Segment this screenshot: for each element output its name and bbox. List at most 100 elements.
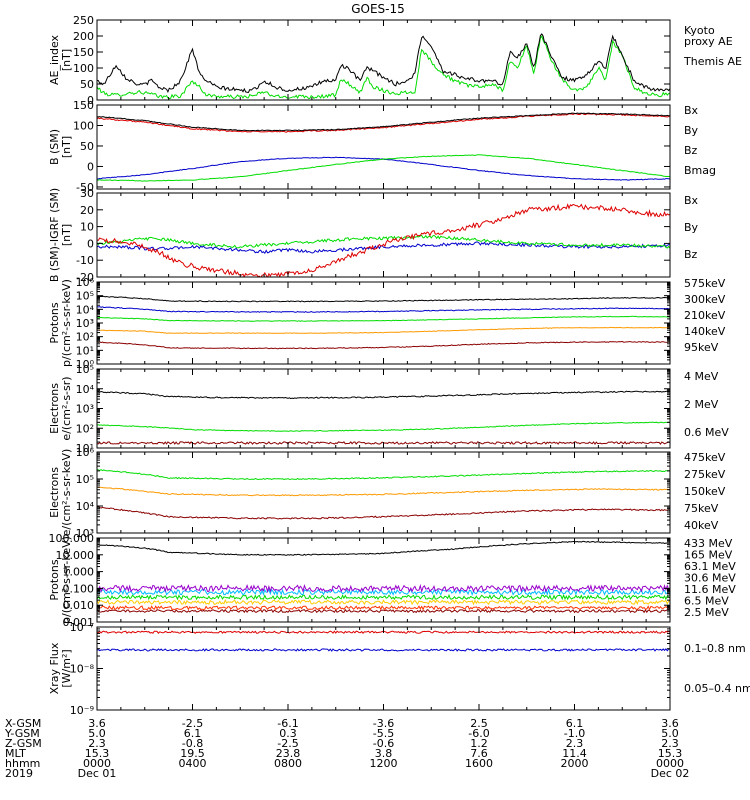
series-150kev-line <box>97 469 670 481</box>
y-tick-label: 250 <box>73 14 94 27</box>
panel-frame <box>96 104 671 190</box>
series-themis-ae-line <box>97 33 670 94</box>
y-tick-label: 10⁵ <box>76 363 94 376</box>
x-axis-value: 3.8 <box>375 747 393 760</box>
x-axis-value: 5.0 <box>661 727 679 740</box>
y-tick-label: 50 <box>80 78 94 91</box>
x-axis-value: 11.4 <box>562 747 587 760</box>
x-axis-table: X-GSMY-GSMZ-GSMMLThhmm20193.65.02.315.30… <box>4 717 689 780</box>
y-tick-label: 10³ <box>76 403 94 416</box>
x-axis-value: 2.3 <box>88 737 106 750</box>
x-axis-value: -1.0 <box>564 727 585 740</box>
legend-bz: Bz <box>684 248 698 261</box>
legend-2-5-mev: 2.5 MeV <box>684 606 729 619</box>
x-axis-value: 15.3 <box>85 747 110 760</box>
y-axis-label-line: [nT] <box>60 224 73 246</box>
series-bmag-line <box>97 112 670 132</box>
y-tick-label: -20 <box>76 271 94 284</box>
y-tick-label: 10 <box>80 221 94 234</box>
y-axis-label: B (SM)[nT] <box>48 129 73 165</box>
legend-140kev: 140keV <box>684 325 726 338</box>
series-30-6-mev-line <box>97 593 670 601</box>
y-tick-label: 150 <box>73 46 94 59</box>
legend-575kev: 575keV <box>684 277 726 290</box>
series-kyoto-proxy-ae-line <box>97 35 670 100</box>
panel-frame <box>96 451 671 534</box>
series-by-line <box>97 154 670 182</box>
legend-11-6-mev: 11.6 MeV <box>684 583 736 596</box>
y-tick-label: 150 <box>73 99 94 112</box>
series-300kev-line <box>97 326 670 334</box>
y-axis-label-line: e/(cm²-s-sr) <box>60 376 73 440</box>
y-axis-label: AE_index[nT] <box>48 34 73 85</box>
legend-kyoto-proxy-ae: Kyoto <box>684 24 715 37</box>
y-tick-label: 10⁵ <box>76 473 94 486</box>
y-tick-label: 10² <box>76 331 94 344</box>
legend-by: By <box>684 124 699 137</box>
panel-frame <box>96 537 671 623</box>
x-axis-value: -6.1 <box>277 717 298 730</box>
panel-frame <box>96 368 671 449</box>
legend-bz: Bz <box>684 144 698 157</box>
y-tick-label: 1.000 <box>63 566 95 579</box>
y-tick-label: 10⁴ <box>76 383 95 396</box>
series-group <box>97 33 670 100</box>
y-tick-label: 100.000 <box>49 532 95 545</box>
y-axis-label-line: p/(cm²-s-sr-keV) <box>60 536 73 624</box>
panel-7: 0.0010.0100.1001.00010.000100.000Protons… <box>48 532 736 629</box>
legend-bx: Bx <box>684 104 699 117</box>
legend-bx: Bx <box>684 194 699 207</box>
y-tick-label: 0.001 <box>63 616 95 629</box>
x-axis-value: 7.6 <box>470 747 488 760</box>
legend-165-mev: 165 MeV <box>684 549 733 562</box>
x-axis-value: -5.5 <box>373 727 394 740</box>
y-axis-label: Electronse/(cm²-s-sr-keV) <box>48 449 73 537</box>
x-axis-value: 5.0 <box>88 727 106 740</box>
y-tick-label: 100 <box>73 62 94 75</box>
y-tick-label: 10² <box>76 422 94 435</box>
panel-2: -50 0 50 100 150 B (SM)[nT] Bx By Bz Bmag <box>48 99 716 194</box>
legend-by: By <box>684 221 699 234</box>
x-axis-value: 23.8 <box>276 747 301 760</box>
y-tick-label: 10⁻⁷ <box>70 621 94 634</box>
x-axis-value: 2.3 <box>661 737 679 750</box>
x-axis-value: -0.6 <box>373 737 394 750</box>
x-axis-value: -3.6 <box>373 717 394 730</box>
legend-0-1-0-8-nm: 0.1–0.8 nm <box>684 642 746 655</box>
y-axis-label-line: Protons <box>48 302 61 343</box>
panel-8: 10⁻⁹ 10⁻⁸ 10⁻⁷ Xray Flux[W/m²] 0.1–0.8 nm 0.0… <box>48 621 750 717</box>
y-tick-label: 10³ <box>76 527 94 540</box>
y-axis-label-line: AE_index <box>48 34 61 85</box>
y-tick-label: 10⁰ <box>76 358 95 371</box>
y-axis-label-line: B (SM) <box>48 129 61 165</box>
series-165-mev-line <box>97 605 670 611</box>
series-group <box>97 469 670 520</box>
legend-40kev: 40keV <box>684 519 719 532</box>
y-axis-label-line: Electrons <box>48 467 61 518</box>
series-group <box>97 203 670 277</box>
x-axis-value: 2.5 <box>470 717 488 730</box>
x-axis-value: 19.5 <box>180 747 205 760</box>
x-axis-row-label: MLT <box>5 747 26 760</box>
y-tick-label: 10⁶ <box>76 276 95 289</box>
x-axis-value: Dec 02 <box>651 767 690 780</box>
y-axis-label-line: [nT] <box>60 49 73 71</box>
series-bx-line <box>97 156 670 181</box>
legend-275kev: 275keV <box>684 468 726 481</box>
y-tick-label: 0 <box>87 160 94 173</box>
series-by-line <box>97 234 670 249</box>
y-axis-label: B (SM)-IGRF (SM)[nT] <box>48 188 73 282</box>
y-tick-label: 0 <box>87 237 94 250</box>
y-axis-label-line: B (SM)-IGRF (SM) <box>48 188 61 282</box>
y-tick-label: 0 <box>87 94 94 107</box>
y-tick-label: 0.010 <box>63 599 95 612</box>
x-axis-value: 1.2 <box>470 737 488 750</box>
legend-475kev: 475keV <box>684 451 726 464</box>
series-11-6-mev-line <box>97 587 670 597</box>
series-bz-line <box>97 203 670 277</box>
legend-2-mev: 2 MeV <box>684 398 719 411</box>
y-tick-label: 20 <box>80 204 94 217</box>
legend-0-6-mev: 0.6 MeV <box>684 426 729 439</box>
x-axis-row-label: hhmm <box>5 757 40 770</box>
series-2-mev-line <box>97 421 670 432</box>
